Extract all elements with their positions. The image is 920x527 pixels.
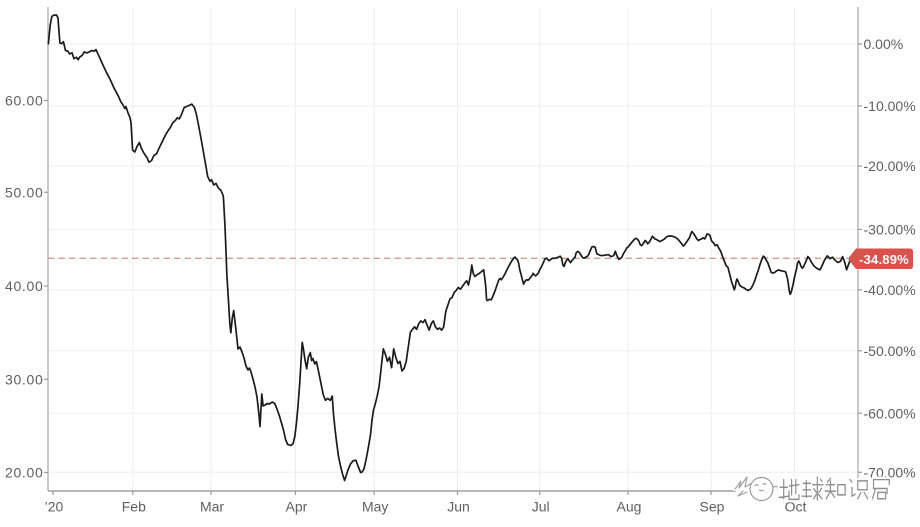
svg-text:Jul: Jul xyxy=(532,499,550,515)
svg-text:-60.00%: -60.00% xyxy=(864,405,916,421)
svg-text:Oct: Oct xyxy=(785,499,807,515)
svg-text:-70.00%: -70.00% xyxy=(864,464,916,480)
svg-text:-30.00%: -30.00% xyxy=(864,221,916,237)
svg-text:Feb: Feb xyxy=(122,499,146,515)
svg-text:50.00: 50.00 xyxy=(5,184,44,200)
svg-text:30.00: 30.00 xyxy=(5,371,44,387)
svg-text:-10.00%: -10.00% xyxy=(864,98,916,114)
svg-text:Jun: Jun xyxy=(447,499,470,515)
svg-text:20.00: 20.00 xyxy=(5,465,44,481)
svg-text:-20.00%: -20.00% xyxy=(864,158,916,174)
svg-text:60.00: 60.00 xyxy=(5,93,44,109)
svg-text:Apr: Apr xyxy=(286,499,308,515)
svg-text:-50.00%: -50.00% xyxy=(864,343,916,359)
svg-text:Aug: Aug xyxy=(617,499,642,515)
svg-text:Mar: Mar xyxy=(200,499,224,515)
svg-text:-40.00%: -40.00% xyxy=(864,282,916,298)
svg-text:Sep: Sep xyxy=(700,499,725,515)
svg-text:0.00%: 0.00% xyxy=(864,36,904,52)
svg-text:-34.89%: -34.89% xyxy=(859,252,909,267)
svg-text:May: May xyxy=(362,499,388,515)
svg-text:40.00: 40.00 xyxy=(5,278,44,294)
svg-text:’20: ’20 xyxy=(45,499,64,515)
